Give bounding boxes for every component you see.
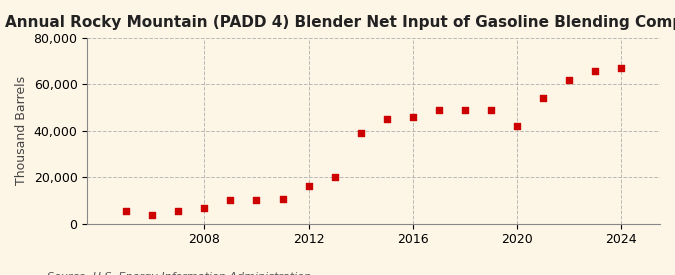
Point <box>433 108 444 112</box>
Point <box>147 213 158 218</box>
Title: Annual Rocky Mountain (PADD 4) Blender Net Input of Gasoline Blending Components: Annual Rocky Mountain (PADD 4) Blender N… <box>5 15 675 30</box>
Point <box>355 131 366 135</box>
Point <box>564 78 574 82</box>
Point <box>381 117 392 122</box>
Point <box>173 208 184 213</box>
Point <box>225 198 236 203</box>
Point <box>589 68 600 73</box>
Y-axis label: Thousand Barrels: Thousand Barrels <box>15 76 28 185</box>
Point <box>303 184 314 189</box>
Point <box>277 197 288 201</box>
Text: Source: U.S. Energy Information Administration: Source: U.S. Energy Information Administ… <box>47 273 311 275</box>
Point <box>512 124 522 128</box>
Point <box>485 108 496 112</box>
Point <box>251 198 262 203</box>
Point <box>616 66 626 70</box>
Point <box>199 206 210 211</box>
Point <box>407 115 418 119</box>
Point <box>537 96 548 101</box>
Point <box>329 175 340 179</box>
Point <box>121 208 132 213</box>
Point <box>460 108 470 112</box>
